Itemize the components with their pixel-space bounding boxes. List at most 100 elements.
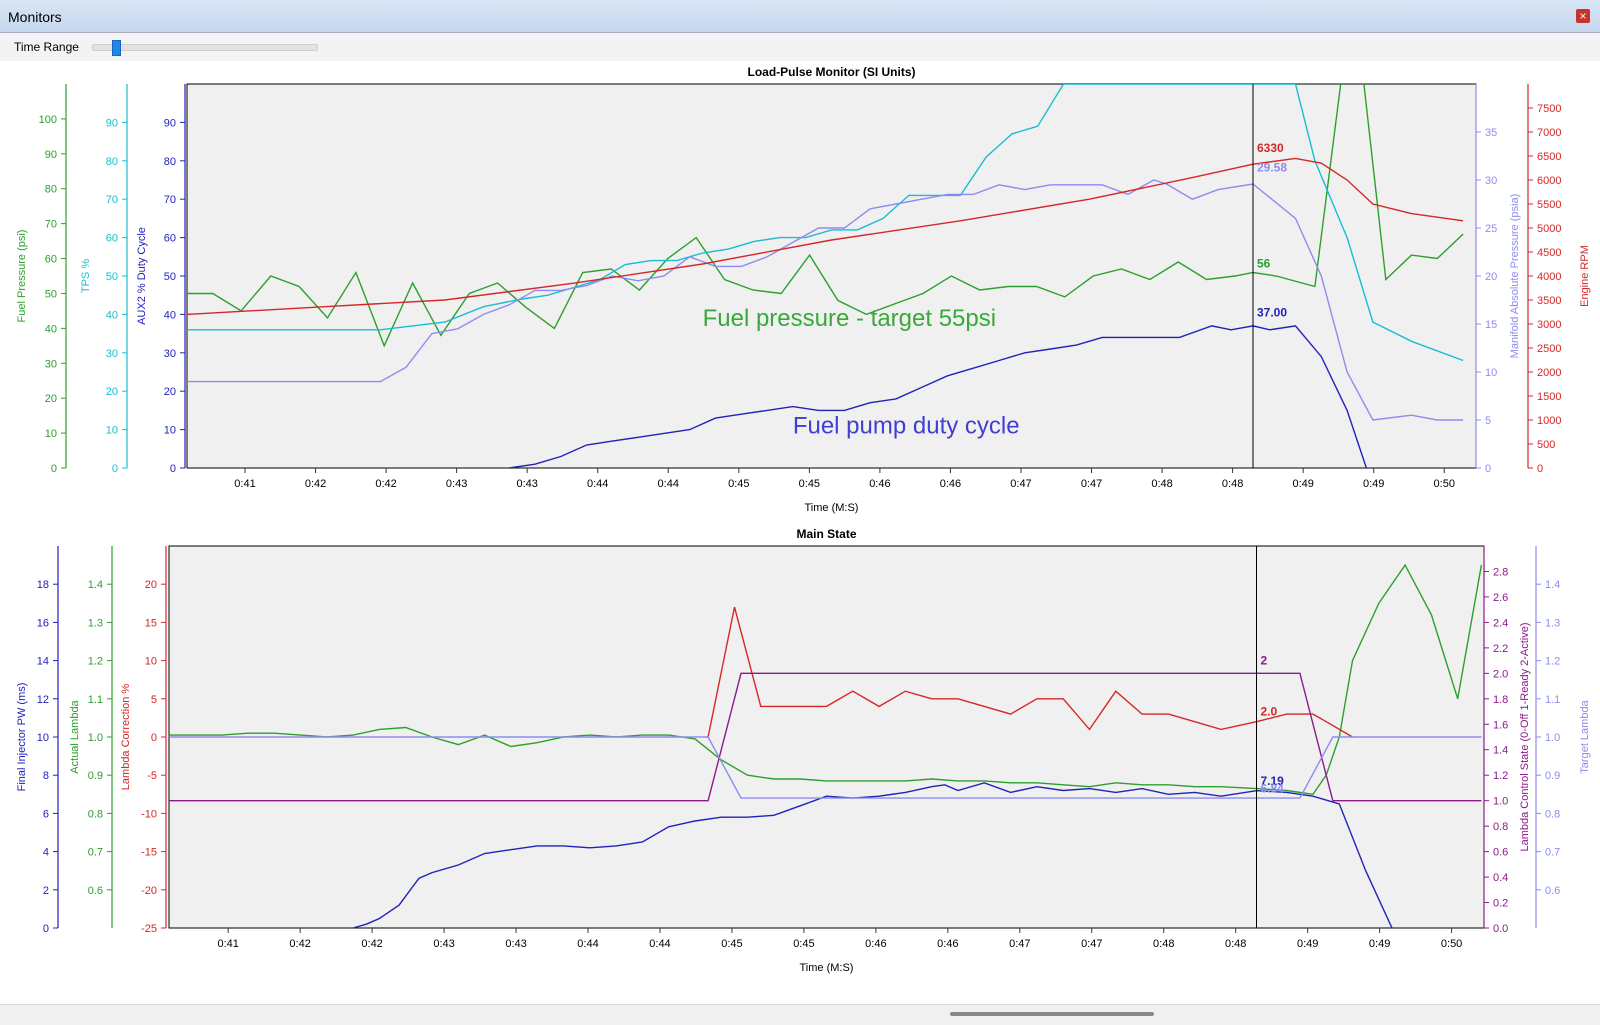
axis-tick-label: 70: [164, 194, 176, 206]
axis-tick-label: 35: [1485, 127, 1497, 139]
axis-tick-label: 100: [39, 114, 57, 126]
axis-title: Manifold Absolute Pressure (psia): [1509, 194, 1521, 358]
axis-tick-label: 0.7: [88, 847, 103, 859]
axis-tick-label: 15: [145, 617, 157, 629]
chart-1: Load-Pulse Monitor (SI Units)01020304050…: [16, 65, 1591, 514]
axis-tick-label: 15: [1485, 319, 1497, 331]
x-tick-label: 0:43: [433, 938, 454, 950]
axis-tick-label: 0.7: [1545, 847, 1560, 859]
axis-tick-label: 30: [164, 348, 176, 360]
window-title: Monitors: [8, 9, 62, 25]
axis-tick-label: 0: [151, 732, 157, 744]
x-tick-label: 0:45: [799, 478, 820, 490]
chart-title: Load-Pulse Monitor (SI Units): [748, 65, 916, 79]
axis-tick-label: 2500: [1537, 343, 1561, 355]
axis-tick-label: 0: [51, 463, 57, 475]
axis-tick-label: 0.8: [1545, 808, 1560, 820]
time-range-slider[interactable]: [92, 40, 318, 56]
axis-aux2-duty-cycle: 0 10 20 30 40 50 60 70 80 90 AUX2 % Duty Cycle: [136, 84, 186, 475]
axis-tick-label: 1.2: [1493, 770, 1508, 782]
title-bar: Monitors ×: [0, 0, 1600, 33]
axis-lambda-control-state-0-off-1-ready-2-active-: 0.0 0.2 0.4 0.6 0.8 1.0 1.2 1.4 1.6 1.8 2.0 2.2 2.4 2…: [1483, 546, 1531, 935]
axis-tick-label: 500: [1537, 439, 1555, 451]
annotation-text: Fuel pump duty cycle: [793, 412, 1020, 439]
axis-tick-label: 2.4: [1493, 617, 1508, 629]
axis-tick-label: 30: [45, 358, 57, 370]
series-fuel-pressure-psi: [187, 84, 1464, 348]
axis-tick-label: -10: [141, 808, 157, 820]
axis-tick-label: 40: [106, 309, 118, 321]
axis-title: Lambda Correction %: [120, 684, 132, 791]
axis-tick-label: 1.1: [1545, 694, 1560, 706]
axis-tick-label: 16: [37, 617, 49, 629]
x-axis: 0:41 0:42 0:42 0:43 0:43 0:44 0:44 0:45 0:45 0:46…: [217, 928, 1462, 974]
axis-tick-label: -15: [141, 847, 157, 859]
axis-tick-label: 14: [37, 656, 49, 668]
axis-tick-label: 50: [164, 271, 176, 283]
x-tick-label: 0:43: [446, 478, 467, 490]
series-manifold-absolute-pressure-psia: [187, 179, 1464, 421]
axis-tick-label: 90: [45, 149, 57, 161]
axis-tick-label: 0: [1485, 463, 1491, 475]
axis-tick-label: 0.0: [1493, 923, 1508, 935]
axis-tick-label: -20: [141, 885, 157, 897]
x-axis: 0:41 0:42 0:42 0:43 0:43 0:44 0:44 0:45 0:45 0:46…: [234, 468, 1455, 514]
axis-tps-: 0 10 20 30 40 50 60 70 80 90 TPS %: [80, 84, 128, 475]
axis-tick-label: 5500: [1537, 199, 1561, 211]
axis-tick-label: 4000: [1537, 271, 1561, 283]
x-tick-label: 0:44: [658, 478, 679, 490]
series-aux2-duty-cycle: [509, 325, 1368, 468]
axis-title: Target Lambda: [1579, 699, 1591, 773]
axis-tick-label: 1.3: [88, 617, 103, 629]
axis-tick-label: 10: [1485, 367, 1497, 379]
x-axis-title: Time (M:S): [805, 502, 859, 514]
axis-fuel-pressure-psi-: 0 10 20 30 40 50 60 70 80 90 100 Fuel Pressure (psi…: [16, 84, 67, 475]
axis-tick-label: 1.0: [88, 732, 103, 744]
axis-tick-label: 2.6: [1493, 592, 1508, 604]
axis-tick-label: 6: [43, 808, 49, 820]
axis-tick-label: 1.2: [88, 656, 103, 668]
axis-tick-label: 1500: [1537, 391, 1561, 403]
axis-tick-label: 6500: [1537, 151, 1561, 163]
axis-tick-label: 1.1: [88, 694, 103, 706]
x-tick-label: 0:41: [234, 478, 255, 490]
cursor-value-label: 37.00: [1257, 305, 1287, 319]
axis-tick-label: 1.0: [1493, 796, 1508, 808]
axis-tick-label: 10: [37, 732, 49, 744]
axis-title: TPS %: [80, 259, 92, 293]
axis-tick-label: 0.4: [1493, 872, 1508, 884]
axis-tick-label: 1.0: [1545, 732, 1560, 744]
axis-final-injector-pw-ms-: 0 2 4 6 8 10 12 14 16 18 Final Injector PW (ms): [16, 546, 59, 935]
axis-title: Actual Lambda: [69, 699, 81, 773]
axis-tick-label: 7500: [1537, 103, 1561, 115]
close-icon[interactable]: ×: [1576, 9, 1590, 23]
cursor-value-label: 29.58: [1257, 160, 1287, 174]
axis-tick-label: 20: [45, 393, 57, 405]
axis-tick-label: 50: [106, 271, 118, 283]
axis-tick-label: 3500: [1537, 295, 1561, 307]
time-range-slider-thumb[interactable]: [112, 40, 122, 56]
cursor-value-label: 6.84: [1261, 781, 1285, 795]
x-tick-label: 0:42: [375, 478, 396, 490]
axis-tick-label: -25: [141, 923, 157, 935]
axis-tick-label: 25: [1485, 223, 1497, 235]
axis-tick-label: 0: [1537, 463, 1543, 475]
horizontal-scrollbar[interactable]: [0, 1004, 1600, 1025]
axis-title: Lambda Control State (0-Off 1-Ready 2-Ac…: [1519, 622, 1531, 851]
axis-tick-label: 90: [164, 117, 176, 129]
axis-tick-label: 5: [1485, 415, 1491, 427]
axis-tick-label: 10: [145, 656, 157, 668]
axis-tick-label: 2.2: [1493, 643, 1508, 655]
axis-tick-label: 0: [112, 463, 118, 475]
axis-tick-label: 10: [45, 428, 57, 440]
series-engine-rpm: [187, 157, 1464, 316]
axis-tick-label: 3000: [1537, 319, 1561, 331]
axis-tick-label: 0.8: [88, 808, 103, 820]
horizontal-scrollbar-thumb[interactable]: [950, 1012, 1154, 1016]
x-tick-label: 0:45: [793, 938, 814, 950]
x-tick-label: 0:43: [505, 938, 526, 950]
axis-tick-label: 80: [164, 156, 176, 168]
axis-tick-label: 0.6: [1493, 847, 1508, 859]
x-axis-title: Time (M:S): [800, 962, 854, 974]
